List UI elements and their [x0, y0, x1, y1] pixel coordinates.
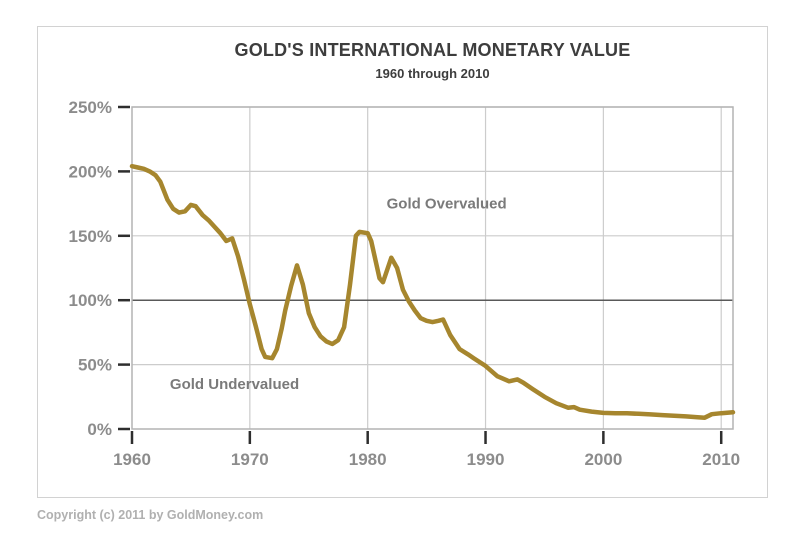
x-axis-tick-label: 1960 [113, 450, 151, 469]
x-axis-tick-label: 2010 [702, 450, 740, 469]
y-axis-tick-label: 100% [69, 291, 112, 310]
figure-border [37, 26, 768, 498]
x-axis-tick-label: 1970 [231, 450, 269, 469]
y-axis-tick-label: 150% [69, 227, 112, 246]
copyright-text: Copyright (c) 2011 by GoldMoney.com [37, 508, 264, 522]
gold-value-line [129, 163, 736, 420]
plot-border [131, 106, 734, 430]
annotation-gold-undervalued: Gold Undervalued [170, 376, 299, 393]
chart-title: GOLD'S INTERNATIONAL MONETARY VALUE [234, 40, 631, 60]
y-axis-tick-label: 50% [78, 356, 112, 375]
y-axis-tick-label: 0% [87, 420, 112, 439]
y-axis-tick-label: 250% [69, 98, 112, 117]
y-axis-tick-label: 200% [69, 162, 112, 181]
x-axis-tick-label: 1980 [349, 450, 387, 469]
x-axis-tick-label: 2000 [584, 450, 622, 469]
chart-subtitle: 1960 through 2010 [375, 66, 490, 81]
x-axis-tick-label: 1990 [467, 450, 505, 469]
annotation-gold-overvalued: Gold Overvalued [387, 196, 507, 213]
